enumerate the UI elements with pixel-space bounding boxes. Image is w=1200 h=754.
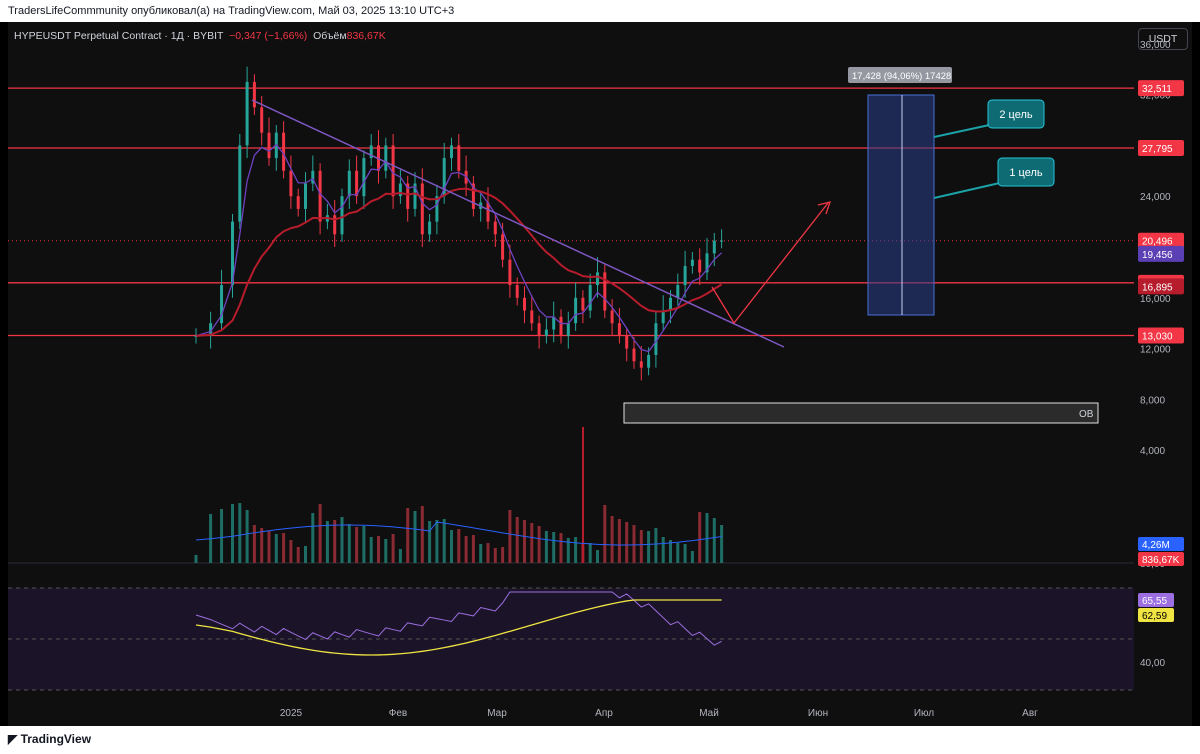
- footer-bar: [0, 726, 1200, 754]
- price-change: −0,347 (−1,66%): [229, 30, 308, 42]
- symbol-info: HYPEUSDT Perpetual Contract · 1Д · BYBIT…: [14, 30, 386, 42]
- symbol-name: HYPEUSDT Perpetual Contract · 1Д · BYBIT: [14, 30, 224, 42]
- chart-frame[interactable]: [8, 22, 1192, 726]
- publish-info: TradersLifeCommmunity опубликовал(а) на …: [0, 0, 1200, 22]
- brand-label: TradingView: [20, 732, 92, 746]
- tv-icon: ◤: [8, 732, 21, 746]
- volume-label: Объём: [313, 30, 347, 42]
- tradingview-logo: ◤ TradingView: [8, 732, 91, 746]
- volume-value: 836,67K: [346, 30, 386, 42]
- currency-button[interactable]: USDT: [1138, 28, 1188, 50]
